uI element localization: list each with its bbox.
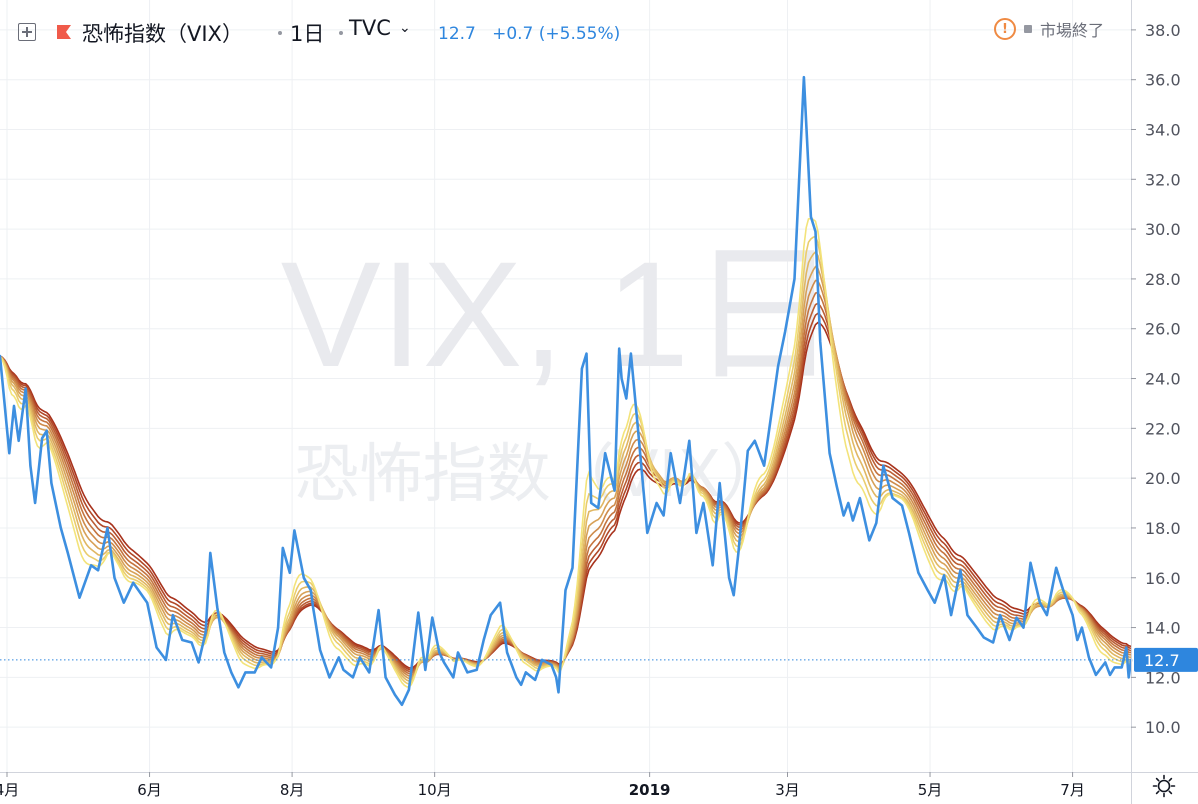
watermark-subtitle: 恐怖指数（VIX） xyxy=(295,438,786,512)
x-tick-label: 7月 xyxy=(1060,781,1085,799)
watermark-title: VIX, 1日 xyxy=(281,230,840,398)
status-square-icon xyxy=(1024,25,1032,33)
symbol-name[interactable]: 恐怖指数（VIX） xyxy=(82,22,243,46)
y-tick-label: 24.0 xyxy=(1145,370,1181,389)
separator-dot xyxy=(339,31,343,35)
separator-dot xyxy=(278,31,282,35)
plus-square-icon[interactable] xyxy=(18,23,36,41)
price-readout: 12.7 +0.7 (+5.55%) xyxy=(438,24,620,44)
x-tick-label: 4月 xyxy=(0,781,19,799)
chevron-down-icon[interactable]: ⌄ xyxy=(399,20,411,36)
y-tick-label: 12.0 xyxy=(1145,668,1181,687)
y-tick-label: 14.0 xyxy=(1145,619,1181,638)
price-change: +0.7 (+5.55%) xyxy=(492,24,621,44)
x-tick-label: 8月 xyxy=(280,781,305,799)
y-tick-label: 20.0 xyxy=(1145,469,1181,488)
x-tick-label: 3月 xyxy=(775,781,800,799)
y-tick-label: 18.0 xyxy=(1145,519,1181,538)
x-tick-label: 5月 xyxy=(918,781,943,799)
interval-label[interactable]: 1日 xyxy=(290,22,325,46)
price-axis[interactable]: 10.0 12.0 14.0 16.0 18.0 20.0 22.0 24.0 26.0 28.0… xyxy=(1131,21,1181,737)
last-price-badge: 12.7 xyxy=(1134,647,1198,672)
flag-icon xyxy=(57,25,71,39)
last-price-label: 12.7 xyxy=(1144,651,1180,670)
x-tick-label: 10月 xyxy=(418,781,452,799)
grid xyxy=(0,0,1131,772)
y-tick-label: 30.0 xyxy=(1145,220,1181,239)
market-status[interactable]: ! 市場終了 xyxy=(994,17,1104,41)
y-tick-label: 28.0 xyxy=(1145,270,1181,289)
last-price-value: 12.7 xyxy=(438,24,476,44)
y-tick-label: 34.0 xyxy=(1145,120,1181,139)
time-axis[interactable]: 4月 6月 8月 10月 2019 3月 5月 7月 xyxy=(0,772,1085,799)
warning-icon[interactable]: ! xyxy=(994,18,1016,40)
x-tick-label: 2019 xyxy=(629,781,671,799)
y-tick-label: 38.0 xyxy=(1145,21,1181,40)
gear-icon[interactable] xyxy=(1152,774,1176,798)
y-tick-label: 36.0 xyxy=(1145,71,1181,90)
y-tick-label: 26.0 xyxy=(1145,320,1181,339)
market-status-text: 市場終了 xyxy=(1040,21,1105,40)
exchange-label[interactable]: TVC xyxy=(349,16,391,40)
y-tick-label: 10.0 xyxy=(1145,718,1181,737)
y-tick-label: 22.0 xyxy=(1145,419,1181,438)
vix-price-line xyxy=(0,75,1133,707)
watermark: VIX, 1日 恐怖指数（VIX） xyxy=(281,230,840,512)
x-tick-label: 6月 xyxy=(137,781,162,799)
y-tick-label: 16.0 xyxy=(1145,569,1181,588)
y-tick-label: 32.0 xyxy=(1145,170,1181,189)
